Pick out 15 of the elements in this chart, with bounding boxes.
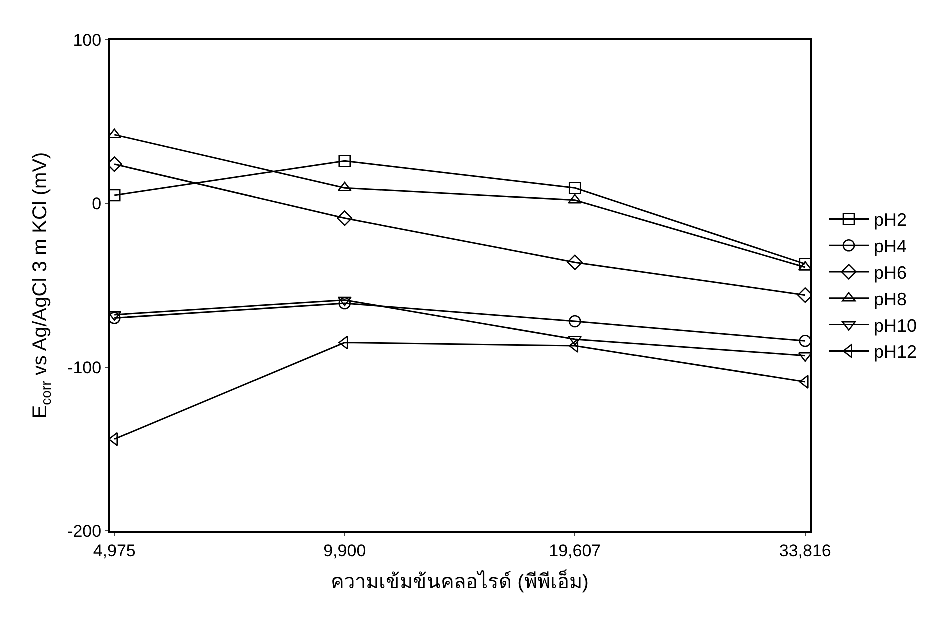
legend-label: pH6 (874, 263, 908, 284)
legend-label: pH4 (874, 236, 908, 257)
x-axis-title: ความเข้มข้นคลอไรด์ (พีพีเอ็ม) (331, 568, 589, 594)
y-tick-label: -100 (68, 358, 102, 378)
y-tick-label: -200 (68, 522, 102, 541)
x-tick-label: 9,900 (324, 541, 366, 560)
y-tick-label: 100 (73, 30, 102, 50)
legend-label: pH10 (874, 316, 918, 336)
legend-label: pH12 (874, 342, 918, 362)
x-tick-label: 33,816 (779, 541, 832, 560)
legend-label: pH2 (874, 210, 908, 230)
legend-label: pH8 (874, 289, 908, 310)
x-tick-label: 19,607 (549, 541, 602, 560)
x-tick-label: 4,975 (93, 541, 136, 560)
y-tick-label: 0 (92, 194, 102, 214)
